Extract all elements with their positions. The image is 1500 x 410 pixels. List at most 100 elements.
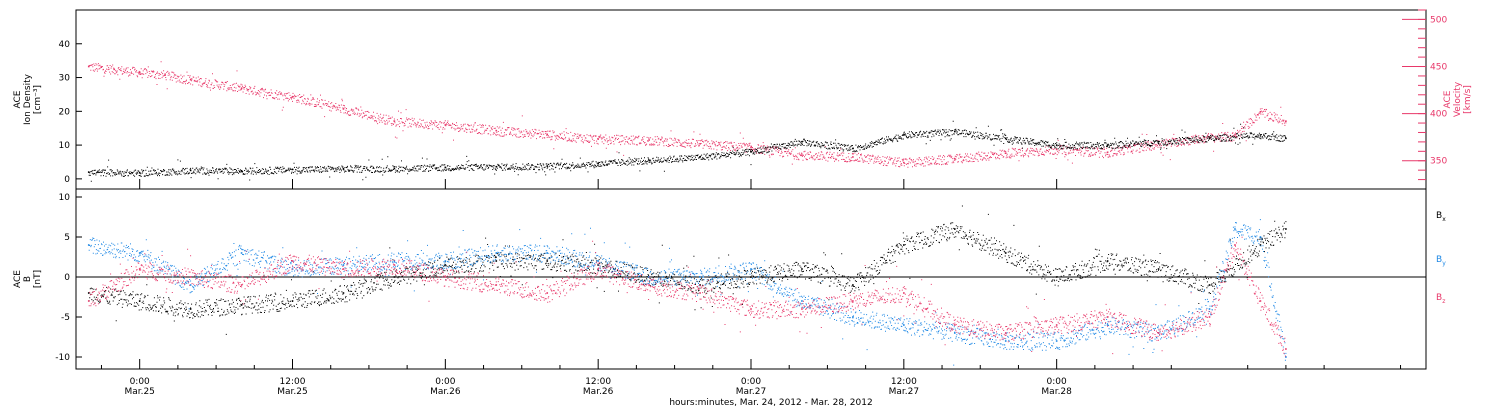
velocity-series-point-16: [801, 154, 803, 156]
velocity-series-point-27: [1285, 120, 1287, 122]
density-axis-tick-label-0: 0: [64, 175, 70, 185]
series-bz-point-12: [699, 292, 701, 294]
series-bz-point-24: [1259, 300, 1262, 302]
series-by-point-13: [750, 268, 752, 270]
series-bz-point-8: [495, 284, 498, 286]
density-series-point-8: [495, 165, 498, 168]
series-bz-point-14: [801, 308, 803, 310]
series-bz-point-7: [444, 276, 447, 278]
series-by-point-15: [852, 316, 854, 318]
b-axis-tick-label-1: -5: [61, 313, 70, 323]
b-axis-tick-label-4: 10: [59, 193, 71, 203]
series-bz-point-18: [1004, 332, 1007, 334]
density-series-point-21: [1157, 140, 1160, 143]
series-bx-point-6: [393, 276, 396, 278]
density-series-point-18: [1004, 137, 1007, 140]
series-bz-point-15: [852, 300, 854, 302]
velocity-series-point-21: [1055, 148, 1058, 151]
legend-subscript-z: z: [1442, 298, 1445, 305]
series-bz-point-11: [648, 284, 650, 286]
series-by-point-6: [393, 260, 396, 262]
series-by-point-23: [1234, 228, 1236, 230]
series-by-point-18: [1004, 340, 1007, 342]
density-series-point-0: [87, 171, 90, 173]
series-bz-point-23: [1234, 244, 1236, 246]
series-by-point-19: [1055, 340, 1058, 342]
series-bx-point-18: [1004, 252, 1007, 254]
series-by-point-1: [138, 252, 141, 254]
velocity-series-point-14: [699, 142, 701, 145]
density-axis-tick-label-4: 40: [59, 40, 71, 50]
density-series-point-11: [648, 159, 650, 162]
series-bz-point-22: [1208, 316, 1211, 318]
b-axis-tick-label-3: 5: [64, 233, 70, 243]
series-by-point-24: [1259, 236, 1262, 238]
velocity-series-point-0: [87, 65, 90, 68]
velocity-axis-tick-label-3: 500: [1430, 15, 1447, 25]
density-series-point-13: [750, 151, 752, 153]
series-bx-point-15: [852, 284, 854, 286]
velocity-axis-label-line-0: ACE: [1443, 90, 1453, 108]
velocity-series-point-9: [444, 124, 447, 126]
velocity-series-point-19: [953, 158, 956, 160]
x-tick-time-2: 0:00: [435, 377, 455, 387]
density-series-point-20: [1106, 144, 1109, 146]
velocity-series-point-17: [852, 156, 854, 158]
series-bx-point-16: [903, 244, 905, 246]
density-series-point-17: [953, 130, 956, 133]
x-tick-date-6: Mar.28: [1041, 387, 1072, 397]
density-series-point-22: [1208, 137, 1211, 140]
series-bx-point-0: [87, 292, 90, 294]
velocity-series-point-18: [903, 161, 905, 164]
series-by-point-20: [1106, 324, 1109, 326]
series-bx-point-7: [444, 264, 447, 266]
velocity-series-point-26: [1259, 110, 1262, 113]
x-axis-label: hours:minutes, Mar. 24, 2012 - Mar. 28, …: [669, 398, 872, 408]
x-tick-date-0: Mar.25: [124, 387, 154, 397]
density-series-point-16: [903, 134, 905, 136]
density-series-point-9: [546, 165, 549, 167]
x-tick-date-3: Mar.26: [583, 387, 614, 397]
series-bx-point-22: [1208, 284, 1211, 286]
velocity-series-point-2: [138, 71, 141, 73]
density-axis-tick-label-3: 30: [59, 74, 71, 84]
density-axis-label-line-2: [cm⁻³]: [33, 85, 43, 114]
velocity-series-point-6: [291, 95, 294, 98]
velocity-axis-label-line-1: Velocity: [1453, 81, 1463, 117]
velocity-series-point-25: [1234, 135, 1236, 138]
series-by-point-16: [903, 324, 905, 326]
series-bz-point-16: [903, 292, 905, 294]
series-by-point-7: [444, 260, 447, 262]
density-axis-tick-label-1: 10: [59, 141, 71, 151]
b-axis-tick-label-2: 0: [64, 273, 70, 283]
b-axis-label-line-2: [nT]: [33, 270, 43, 288]
legend-entry-y: By: [1436, 255, 1446, 267]
series-bx-point-12: [699, 284, 701, 286]
x-tick-time-6: 0:00: [1047, 377, 1067, 387]
series-by-point-0: [87, 244, 90, 246]
density-series-point-14: [801, 140, 803, 143]
series-by-point-5: [342, 264, 345, 266]
legend-subscript-x: x: [1442, 216, 1446, 223]
x-tick-time-0: 0:00: [130, 377, 150, 387]
density-series-point-15: [852, 147, 854, 150]
velocity-axis-tick-label-2: 450: [1430, 63, 1447, 73]
velocity-series: [87, 61, 1287, 168]
series-bz-point-5: [342, 268, 345, 270]
density-axis-label-line-0: ACE: [13, 90, 23, 108]
velocity-axis-tick-label-1: 400: [1430, 110, 1447, 120]
series-bz-point-3: [240, 284, 243, 286]
velocity-series-point-13: [648, 139, 650, 141]
x-tick-date-2: Mar.26: [430, 387, 461, 397]
velocity-axis-tick-label-0: 350: [1430, 157, 1447, 167]
series-bx-point-14: [801, 268, 803, 270]
series-bx-point-8: [495, 260, 498, 262]
x-tick-time-3: 12:00: [585, 377, 611, 387]
series-by-point-25: [1285, 356, 1287, 358]
b-axis-tick-label-0: -10: [55, 353, 70, 363]
series-bz-point-13: [750, 308, 752, 310]
density-series-point-10: [597, 162, 599, 165]
series-bz-point-19: [1055, 324, 1058, 326]
